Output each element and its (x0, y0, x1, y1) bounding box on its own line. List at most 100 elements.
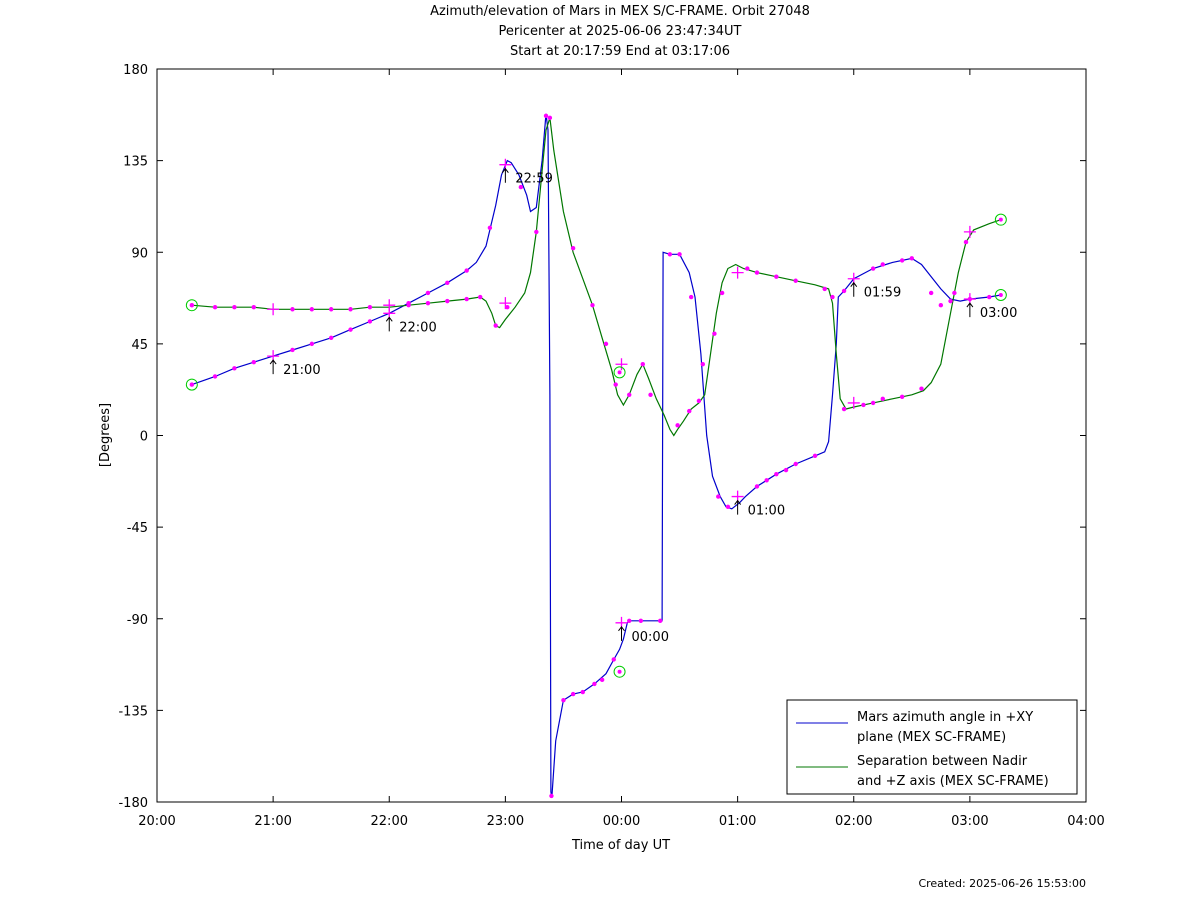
legend-label-separation-line1: Separation between Nadir (857, 754, 1028, 769)
x-axis-label: Time of day UT (571, 838, 670, 853)
start-end-circle-marker (613, 665, 626, 678)
data-point-separation (754, 270, 760, 275)
data-point-azimuth (667, 252, 673, 257)
data-point-separation (505, 305, 510, 310)
data-point-azimuth (638, 618, 644, 623)
data-point-separation (774, 274, 779, 279)
data-point-separation (445, 298, 450, 304)
data-point-separation (406, 302, 411, 308)
hour-cross-marker (847, 396, 860, 409)
data-point-separation (534, 229, 539, 235)
time-annotation-arrow (618, 625, 625, 641)
time-annotation-label: 03:00 (980, 306, 1017, 321)
data-point-azimuth (899, 258, 905, 263)
start-end-point (189, 303, 194, 308)
data-point-azimuth (549, 793, 554, 799)
data-point-separation (547, 115, 553, 121)
start-end-point (617, 370, 622, 375)
data-point-separation (328, 307, 334, 312)
data-point-azimuth (543, 113, 549, 119)
chart-title: Azimuth/elevation of Mars in MEX S/C-FRA… (430, 4, 810, 19)
data-point-azimuth (700, 362, 705, 367)
data-point-azimuth (658, 618, 663, 623)
x-tick-label: 01:00 (719, 814, 756, 829)
data-point-separation (880, 396, 885, 402)
created-timestamp: Created: 2025-06-26 15:53:00 (918, 877, 1086, 890)
data-point-separation (232, 305, 237, 310)
data-point-azimuth (251, 360, 256, 365)
data-point-separation (648, 392, 653, 397)
data-point-azimuth (518, 184, 524, 190)
data-point-azimuth (464, 268, 469, 273)
x-tick-label: 20:00 (138, 814, 175, 829)
data-point-separation (687, 408, 692, 414)
start-end-point (998, 293, 1003, 298)
plot-frame (156, 68, 1087, 803)
y-tick-label: 90 (131, 246, 148, 261)
y-tick-label: -45 (127, 521, 148, 536)
data-point-azimuth (232, 366, 237, 371)
x-tick-label: 00:00 (603, 814, 640, 829)
start-end-circle-marker (994, 213, 1007, 226)
data-point-separation (348, 307, 353, 312)
data-point-separation (696, 398, 702, 404)
time-annotation-label: 22:59 (515, 172, 552, 187)
data-point-separation (478, 294, 483, 300)
data-point-separation (603, 341, 609, 347)
data-point-azimuth (754, 484, 760, 489)
data-point-separation (861, 402, 866, 408)
series-layer (191, 113, 1001, 798)
annotation-layer: 21:00 22:00 22:59 00:00 01:00 01:59 03:00 (269, 167, 1017, 645)
tick-labels: 20:00 21:00 22:00 23:00 00:00 01:00 02:00 03:00… (118, 63, 1104, 829)
time-annotation-arrow (501, 167, 509, 183)
data-point-separation (570, 245, 576, 251)
y-tick-label: -135 (118, 704, 148, 719)
hour-cross-marker (499, 297, 512, 310)
time-annotation-arrow (850, 281, 858, 297)
data-point-azimuth (580, 689, 585, 695)
start-end-point (998, 217, 1003, 222)
data-point-azimuth (870, 266, 876, 271)
data-point-separation (963, 239, 969, 245)
chart-subtitle-start-end: Start at 20:17:59 End at 03:17:06 (509, 44, 731, 59)
hour-cross-marker (267, 303, 280, 316)
time-annotation-arrow (734, 499, 742, 515)
axis-ticks (156, 68, 1087, 803)
data-point-separation (640, 362, 645, 367)
x-tick-label: 03:00 (951, 814, 988, 829)
marker-layer (185, 113, 1007, 799)
data-point-separation (464, 296, 469, 302)
y-tick-label: 45 (131, 338, 148, 353)
series-line-separation (191, 117, 1001, 437)
data-point-azimuth (328, 335, 334, 340)
data-point-azimuth (425, 290, 431, 296)
time-annotation-label: 01:00 (748, 504, 785, 519)
legend-box (786, 699, 1078, 795)
x-tick-label: 02:00 (835, 814, 872, 829)
data-point-azimuth (677, 252, 682, 257)
data-point-separation (627, 392, 632, 397)
data-point-azimuth (570, 691, 576, 697)
data-point-separation (290, 307, 295, 312)
data-point-azimuth (445, 280, 450, 285)
data-point-azimuth (928, 290, 934, 296)
x-tick-label: 23:00 (487, 814, 524, 829)
data-point-azimuth (561, 697, 566, 703)
hour-cross-marker (731, 266, 744, 279)
data-point-separation (719, 290, 725, 296)
data-point-separation (712, 331, 717, 336)
start-end-circle-marker (185, 299, 198, 312)
data-point-separation (822, 286, 827, 292)
data-point-separation (919, 386, 924, 391)
data-point-separation (675, 423, 680, 428)
legend-label-separation-line2: and +Z axis (MEX SC-FRAME) (857, 774, 1049, 789)
data-point-separation (899, 394, 905, 400)
legend-label-azimuth-line2: plane (MEX SC-FRAME) (857, 730, 1006, 745)
data-point-azimuth (783, 467, 789, 473)
data-point-azimuth (599, 677, 605, 683)
data-point-azimuth (290, 347, 295, 353)
data-point-azimuth (987, 294, 992, 300)
data-point-separation (425, 300, 431, 306)
data-point-separation (212, 305, 218, 310)
